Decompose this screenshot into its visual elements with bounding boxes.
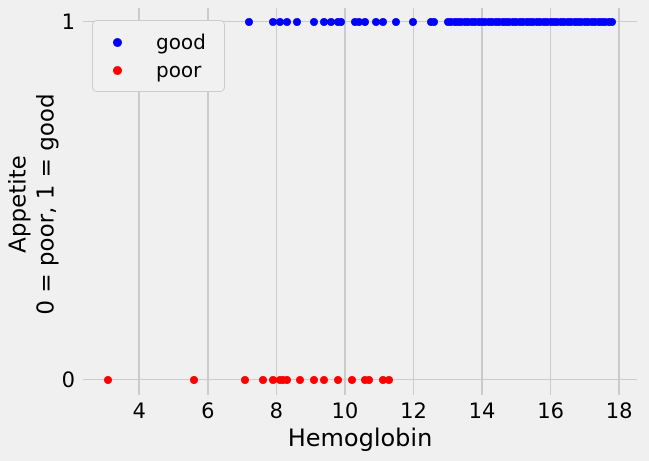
y-axis-label-line-1: Appetite — [5, 155, 32, 253]
gridline-x-8 — [275, 8, 278, 395]
y-tick-label-1: 1 — [61, 9, 75, 34]
x-tick-label-18: 18 — [605, 399, 633, 423]
scatter-point-good — [371, 17, 380, 26]
plot-area: good poor — [83, 8, 637, 395]
scatter-point-poor — [385, 375, 394, 384]
legend-item-good: good — [113, 28, 206, 56]
x-tick-label-8: 8 — [269, 399, 284, 423]
x-tick-label-10: 10 — [331, 399, 359, 423]
gridline-x-4 — [138, 8, 140, 395]
scatter-point-good — [320, 17, 329, 26]
scatter-point-poor — [190, 375, 199, 384]
scatter-point-poor — [320, 375, 329, 384]
x-tick-label-6: 6 — [201, 399, 215, 423]
scatter-point-poor — [296, 375, 305, 384]
scatter-point-good — [268, 17, 277, 26]
y-axis-label-line-2: 0 = poor, 1 = good — [33, 93, 59, 315]
scatter-point-good — [282, 17, 291, 26]
scatter-point-good — [275, 17, 284, 26]
scatter-point-poor — [258, 375, 267, 384]
scatter-point-good — [430, 17, 439, 26]
legend-marker-good-icon — [113, 37, 122, 47]
gridline-x-14 — [481, 8, 483, 395]
scatter-point-good — [608, 17, 617, 26]
x-tick-label-12: 12 — [400, 399, 427, 423]
scatter-point-poor — [241, 375, 250, 384]
scatter-point-good — [327, 17, 336, 26]
scatter-point-good — [354, 17, 363, 26]
gridline-x-12 — [412, 8, 415, 395]
scatter-point-poor — [104, 375, 113, 384]
y-tick-label-0: 0 — [61, 367, 75, 392]
scatter-point-poor — [378, 375, 387, 384]
x-tick-label-16: 16 — [537, 399, 564, 423]
y-axis-label: Appetite 0 = poor, 1 = good — [5, 93, 60, 314]
gridline-x-10 — [344, 8, 346, 395]
scatter-point-good — [292, 17, 301, 26]
legend-label-good: good — [156, 30, 206, 54]
scatter-point-poor — [334, 375, 343, 384]
gridline-y-0 — [83, 378, 637, 381]
legend-item-poor: poor — [113, 56, 206, 84]
gridline-x-18 — [618, 8, 620, 395]
scatter-point-poor — [310, 375, 319, 384]
scatter-point-good — [244, 17, 253, 26]
legend-marker-poor-icon — [113, 65, 122, 75]
scatter-point-poor — [347, 375, 356, 384]
scatter-point-good — [310, 17, 319, 26]
x-tick-label-4: 4 — [132, 399, 146, 423]
scatter-point-poor — [268, 375, 277, 384]
x-axis-label: Hemoglobin — [287, 424, 433, 452]
gridline-x-6 — [207, 8, 209, 395]
scatter-point-poor — [282, 375, 291, 384]
scatter-point-good — [361, 17, 370, 26]
x-tick-label-14: 14 — [468, 399, 496, 423]
scatter-point-good — [378, 17, 387, 26]
gridline-x-16 — [549, 8, 552, 395]
scatter-point-poor — [364, 375, 373, 384]
legend: good poor — [92, 20, 225, 92]
scatter-point-good — [337, 17, 346, 26]
scatter-point-good — [392, 17, 401, 26]
legend-label-poor: poor — [156, 58, 202, 82]
scatter-point-good — [409, 17, 418, 26]
